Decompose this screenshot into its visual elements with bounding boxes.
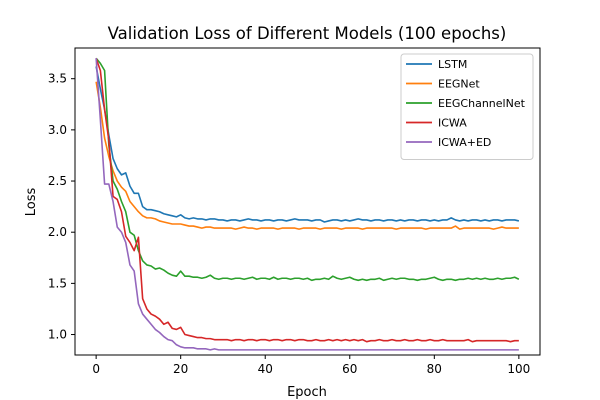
legend-label-eegchannelnet: EEGChannelNet	[438, 97, 526, 110]
y-tick-label: 3.5	[48, 72, 67, 86]
axes-layer: 0 20 40 60 80 100 1.0 1.5 2.0 2.5 3.0 3.5	[48, 72, 530, 376]
series-layer	[95, 57, 520, 351]
x-tick-label: 0	[92, 362, 100, 376]
x-tick-label: 20	[173, 362, 188, 376]
series-line-icwa	[95, 57, 519, 343]
series-line-eegchannelnet	[95, 57, 520, 282]
x-tick-label: 60	[342, 362, 357, 376]
legend-label-icwa: ICWA	[438, 117, 467, 130]
legend-label-eegnet: EEGNet	[438, 78, 480, 91]
x-tick-label: 40	[258, 362, 273, 376]
series-line-icwa-ed	[95, 58, 519, 351]
y-tick-label: 2.5	[48, 174, 67, 188]
x-axis-label: Epoch	[287, 385, 327, 400]
legend-box	[400, 53, 534, 160]
y-tick-label: 1.0	[48, 328, 67, 342]
x-tick-label: 80	[427, 362, 442, 376]
y-tick-label: 3.0	[48, 123, 67, 137]
y-tick-label: 1.5	[48, 276, 67, 290]
chart-title: Validation Loss of Different Models (100…	[108, 24, 507, 43]
y-tick-label: 2.0	[48, 225, 67, 239]
plot-frame	[74, 47, 541, 356]
legend-label-icwa-ed: ICWA+ED	[438, 136, 491, 149]
legend: LSTM EEGNet EEGChannelNet ICWA ICWA+ED	[400, 53, 534, 160]
legend-label-lstm: LSTM	[438, 58, 467, 71]
series-line-lstm	[95, 66, 520, 223]
series-line-eegnet	[95, 81, 519, 230]
x-tick-label: 100	[507, 362, 530, 376]
y-axis-label: Loss	[24, 188, 39, 217]
